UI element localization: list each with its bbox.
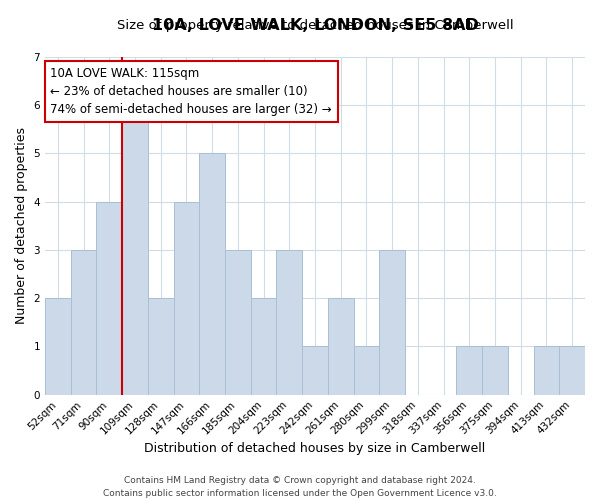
Bar [71,250,97,394]
X-axis label: Distribution of detached houses by size in Camberwell: Distribution of detached houses by size … [145,442,485,455]
Bar [457,346,482,395]
Text: 10A LOVE WALK: 115sqm
← 23% of detached houses are smaller (10)
74% of semi-deta: 10A LOVE WALK: 115sqm ← 23% of detached … [50,67,332,116]
Bar [122,105,148,395]
Bar [225,250,251,394]
Bar [199,154,225,394]
Bar [482,346,508,395]
Text: Contains HM Land Registry data © Crown copyright and database right 2024.
Contai: Contains HM Land Registry data © Crown c… [103,476,497,498]
Bar [559,346,585,395]
Title: Size of property relative to detached houses in Camberwell: Size of property relative to detached ho… [117,19,514,32]
Bar [353,346,379,395]
Bar [277,250,302,394]
Y-axis label: Number of detached properties: Number of detached properties [15,128,28,324]
Bar [148,298,173,394]
Bar [97,202,122,394]
Text: 10A, LOVE WALK, LONDON, SE5 8AD: 10A, LOVE WALK, LONDON, SE5 8AD [152,18,478,34]
Bar [173,202,199,394]
Bar [328,298,353,394]
Bar [45,298,71,394]
Bar [302,346,328,395]
Bar [251,298,277,394]
Bar [379,250,405,394]
Bar [533,346,559,395]
